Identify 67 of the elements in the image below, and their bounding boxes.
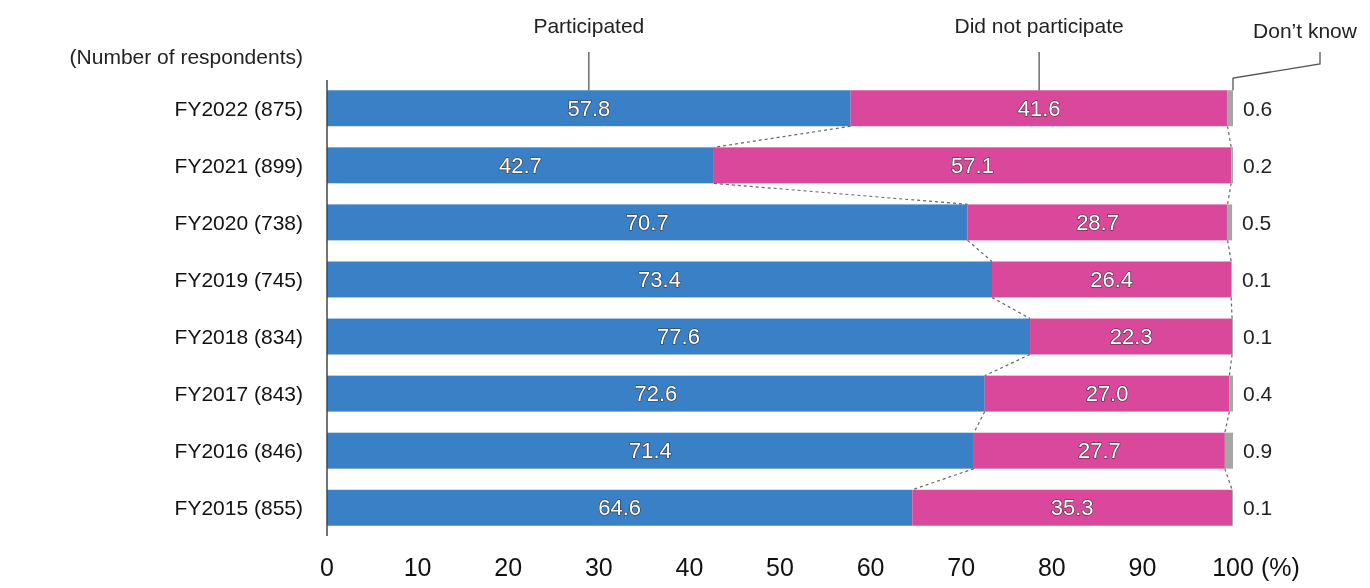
- bar: [850, 90, 1228, 127]
- data-label: 70.7: [625, 210, 669, 236]
- bar: [327, 489, 913, 526]
- text: Participated: [533, 14, 645, 37]
- text: Did not participate: [954, 14, 1124, 37]
- bar: [327, 147, 714, 184]
- data-label: 27.7: [1077, 438, 1121, 464]
- x-tick-label: 60: [856, 553, 885, 581]
- bar: [1229, 375, 1233, 412]
- bar: [327, 375, 985, 412]
- data-label: 0.6: [1243, 96, 1273, 120]
- x-tick-label: 100: [1212, 553, 1254, 581]
- data-label: 26.4: [1090, 267, 1134, 293]
- bar: [327, 261, 992, 298]
- x-tick-label: 80: [1037, 553, 1066, 581]
- data-label: 42.7: [499, 153, 542, 179]
- y-tick-label: FY2020 (738): [174, 210, 303, 234]
- x-tick-label: 40: [675, 553, 704, 581]
- bar: [912, 489, 1233, 526]
- data-label: 0.9: [1243, 439, 1273, 463]
- y-tick-label: FY2021 (899): [174, 153, 303, 177]
- data-label: 77.6: [657, 324, 700, 350]
- data-label: 28.7: [1076, 210, 1119, 236]
- data-label: 0.4: [1243, 381, 1273, 405]
- data-label: 35.3: [1050, 495, 1094, 521]
- bar: [327, 432, 974, 469]
- data-label: 0.1: [1243, 324, 1273, 348]
- y-tick-label: FY2016 (846): [174, 439, 303, 463]
- data-label: 0.5: [1242, 210, 1272, 234]
- x-tick-label: 10: [403, 553, 432, 581]
- data-label: 0.1: [1243, 496, 1273, 520]
- bar: [713, 147, 1232, 184]
- bar: [1030, 318, 1233, 355]
- x-tick-label: 30: [584, 553, 613, 581]
- bar: [327, 318, 1031, 355]
- bar: [973, 432, 1225, 469]
- bar: [1224, 432, 1233, 469]
- data-label: 64.6: [598, 495, 642, 521]
- x-tick-label: 0: [320, 553, 334, 581]
- data-label: 22.3: [1109, 324, 1153, 350]
- data-label: 0.1: [1242, 267, 1272, 291]
- x-tick-label: 50: [766, 553, 794, 581]
- y-tick-label: FY2015 (855): [174, 496, 303, 520]
- bar: [967, 204, 1228, 241]
- bar: [327, 204, 968, 241]
- data-label: 73.4: [638, 267, 681, 293]
- x-tick-label: 90: [1128, 553, 1157, 581]
- y-tick-label: FY2019 (745): [174, 267, 303, 291]
- data-label: 57.8: [567, 95, 611, 121]
- bar: [984, 375, 1230, 412]
- y-tick-label: FY2018 (834): [174, 324, 303, 348]
- data-label: 71.4: [629, 438, 672, 464]
- data-label: 41.6: [1017, 95, 1061, 121]
- data-label: 0.2: [1243, 153, 1273, 177]
- x-tick-label: 70: [947, 553, 976, 581]
- bar: [327, 90, 851, 127]
- bar: [1227, 90, 1233, 127]
- x-axis-title: (%): [1261, 553, 1300, 581]
- data-label: 57.1: [951, 153, 994, 179]
- data-label: 72.6: [634, 381, 678, 407]
- y-tick-label: FY2017 (843): [174, 381, 303, 405]
- x-tick-label: 20: [494, 553, 523, 581]
- y-tick-label: FY2022 (875): [174, 96, 303, 120]
- text: Don’t know: [1253, 19, 1358, 42]
- y-axis-title: (Number of respondents): [69, 45, 303, 68]
- data-label: 27.0: [1085, 381, 1129, 407]
- bar: [992, 261, 1232, 298]
